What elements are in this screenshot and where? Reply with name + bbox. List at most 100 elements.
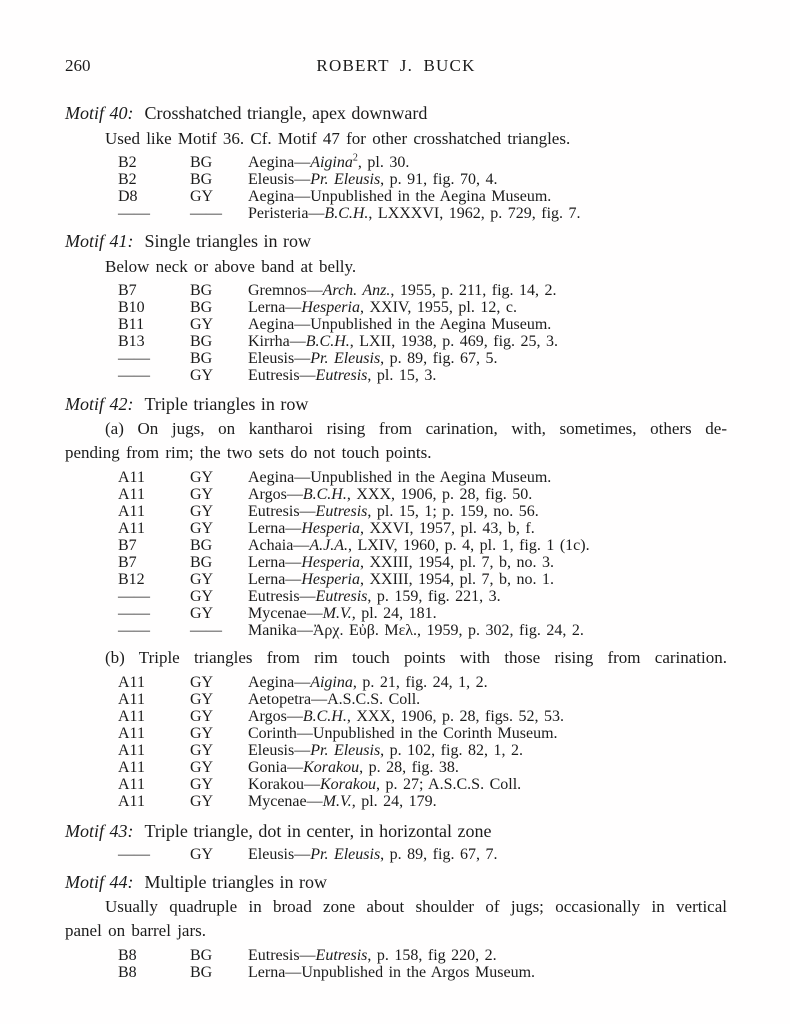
motif-code: —— (118, 350, 150, 367)
motif-title: Crosshatched triangle, apex downward (144, 103, 428, 123)
reference-site: Lerna— (248, 571, 302, 588)
reference-site: Peristeria— (248, 205, 325, 222)
paragraph-line: pending from rim; the two sets do not to… (65, 443, 432, 462)
reference: Achaia—A.J.A., LXIV, 1960, p. 4, pl. 1, … (248, 537, 727, 554)
motif-code: —— (118, 605, 150, 622)
paragraph-line: panel on barrel jars. (65, 921, 206, 940)
ware-code: GY (190, 759, 214, 776)
reference-detail: , pl. 15, 1; p. 159, no. 56. (367, 503, 539, 520)
reference-source: Korakou (319, 776, 376, 793)
ware-code: GY (190, 691, 214, 708)
ware-code: GY (190, 188, 214, 205)
ware-code: BG (190, 282, 213, 299)
motif-code: A11 (118, 742, 145, 759)
motif-note: Below neck or above band at belly. (105, 257, 357, 276)
motif-code: B12 (118, 571, 145, 588)
catalog-row: B2 BG Eleusis—Pr. Eleusis, p. 91, fig. 70,… (65, 171, 727, 188)
motif-code: B7 (118, 537, 137, 554)
reference-source: Eutresis (315, 367, 368, 384)
reference: Aegina—Unpublished in the Aegina Museum. (248, 469, 727, 486)
catalog-row: D8 GY Aegina—Unpublished in the Aegina Mus… (65, 188, 727, 205)
ware-code: BG (190, 299, 213, 316)
reference-detail: , p. 21, fig. 24, 1, 2. (352, 674, 488, 691)
ware-code: GY (190, 674, 214, 691)
reference-site: Mycenae— (248, 793, 323, 810)
motif-code: A11 (118, 708, 145, 725)
ware-code: GY (190, 571, 214, 588)
reference-detail: , XXX, 1906, p. 28, fig. 50. (346, 486, 533, 503)
ware-code: —— (190, 622, 222, 639)
catalog-table: A11 GY Aegina—Unpublished in the Aegina Mu… (65, 469, 727, 639)
reference-detail: , pl. 24, 181. (351, 605, 437, 622)
reference-site: Eleusis— (248, 742, 311, 759)
reference: Eutresis—Eutresis, pl. 15, 3. (248, 367, 727, 384)
reference: Manika—Ἀρχ. Εὐβ. Μελ., 1959, p. 302, fig… (248, 622, 727, 639)
catalog-row: A11 GY Aetopetra—A.S.C.S. Coll. (65, 691, 727, 708)
reference: Aegina—Aigina2, pl. 30. (248, 153, 727, 171)
motif-heading: Motif 42: Triple triangles in row (65, 393, 727, 415)
reference-site: Aetopetra— (248, 691, 328, 708)
reference-detail: , p. 89, fig. 67, 5. (380, 350, 498, 367)
catalog-table: B7 BG Gremnos—Arch. Anz., 1955, p. 211, fi… (65, 282, 727, 384)
motif-label: Motif 43: (65, 821, 134, 841)
motif-label: Motif 44: (65, 872, 134, 892)
ware-code: GY (190, 503, 214, 520)
motif-code: B13 (118, 333, 145, 350)
reference-site: Gonia— (248, 759, 304, 776)
reference-site: Eleusis— (248, 171, 311, 188)
ware-code: GY (190, 367, 214, 384)
motif-code: A11 (118, 520, 145, 537)
reference-source: Hesperia (301, 554, 360, 571)
reference: Argos—B.C.H., XXX, 1906, p. 28, figs. 52… (248, 708, 727, 725)
catalog-row: —— BG Eleusis—Pr. Eleusis, p. 89, fig. 67,… (65, 350, 727, 367)
catalog-row: A11 GY Gonia—Korakou, p. 28, fig. 38. (65, 759, 727, 776)
reference: Eutresis—Eutresis, p. 158, fig 220, 2. (248, 947, 727, 964)
motif-code: B7 (118, 282, 137, 299)
reference-site: Aegina— (248, 469, 311, 486)
page-header: 260 ROBERT J. BUCK (65, 56, 727, 76)
catalog-row: —— GY Eutresis—Eutresis, pl. 15, 3. (65, 367, 727, 384)
ware-code: GY (190, 742, 214, 759)
motif-code: —— (118, 846, 150, 863)
catalog-row: A11 GY Lerna—Hesperia, XXVI, 1957, pl. 43,… (65, 520, 727, 537)
catalog-row: B7 BG Lerna—Hesperia, XXIII, 1954, pl. 7, … (65, 554, 727, 571)
reference-source: Eutresis (315, 503, 368, 520)
reference-detail: , pl. 24, 179. (351, 793, 437, 810)
ware-code: BG (190, 154, 213, 171)
motif-code: A11 (118, 469, 145, 486)
reference-detail: , p. 27; A.S.C.S. Coll. (375, 776, 522, 793)
reference: Mycenae—M.V., pl. 24, 179. (248, 793, 727, 810)
catalog-row: A11 GY Korakou—Korakou, p. 27; A.S.C.S. Co… (65, 776, 727, 793)
reference-detail: Unpublished in the Aegina Museum. (310, 469, 552, 486)
catalog-row: B12 GY Lerna—Hesperia, XXIII, 1954, pl. 7,… (65, 571, 727, 588)
motif-code: A11 (118, 674, 145, 691)
ware-code: —— (190, 205, 222, 222)
reference-site: Aegina— (248, 188, 311, 205)
motif-code: D8 (118, 188, 138, 205)
catalog-table: B2 BG Aegina—Aigina2, pl. 30. B2 BG Eleusis—… (65, 153, 727, 222)
ware-code: BG (190, 554, 213, 571)
reference: Eutresis—Eutresis, pl. 15, 1; p. 159, no… (248, 503, 727, 520)
reference: Aegina—Unpublished in the Aegina Museum. (248, 316, 727, 333)
ware-code: BG (190, 964, 213, 981)
ware-code: GY (190, 588, 214, 605)
reference-site: Aegina— (248, 154, 311, 171)
catalog-row: B2 BG Aegina—Aigina2, pl. 30. (65, 153, 727, 171)
motif-code: B7 (118, 554, 137, 571)
reference-source: B.C.H. (305, 333, 350, 350)
reference-source: Hesperia (301, 571, 360, 588)
reference-detail: Unpublished in the Corinth Museum. (312, 725, 558, 742)
reference: Gonia—Korakou, p. 28, fig. 38. (248, 759, 727, 776)
reference-source: B.C.H. (324, 205, 369, 222)
reference: Eleusis—Pr. Eleusis, p. 89, fig. 67, 5. (248, 350, 727, 367)
catalog-row: —— GY Mycenae—M.V., pl. 24, 181. (65, 605, 727, 622)
reference-site: Gremnos— (248, 282, 323, 299)
catalog-row: A11 GY Aegina—Unpublished in the Aegina Mu… (65, 469, 727, 486)
reference: Mycenae—M.V., pl. 24, 181. (248, 605, 727, 622)
reference: Argos—B.C.H., XXX, 1906, p. 28, fig. 50. (248, 486, 727, 503)
ware-code: GY (190, 776, 214, 793)
reference-source: A.J.A. (309, 537, 348, 554)
reference: Eleusis—Pr. Eleusis, p. 89, fig. 67, 7. (248, 846, 727, 863)
reference-source: Aigina (310, 674, 353, 691)
reference: Lerna—Unpublished in the Argos Museum. (248, 964, 727, 981)
